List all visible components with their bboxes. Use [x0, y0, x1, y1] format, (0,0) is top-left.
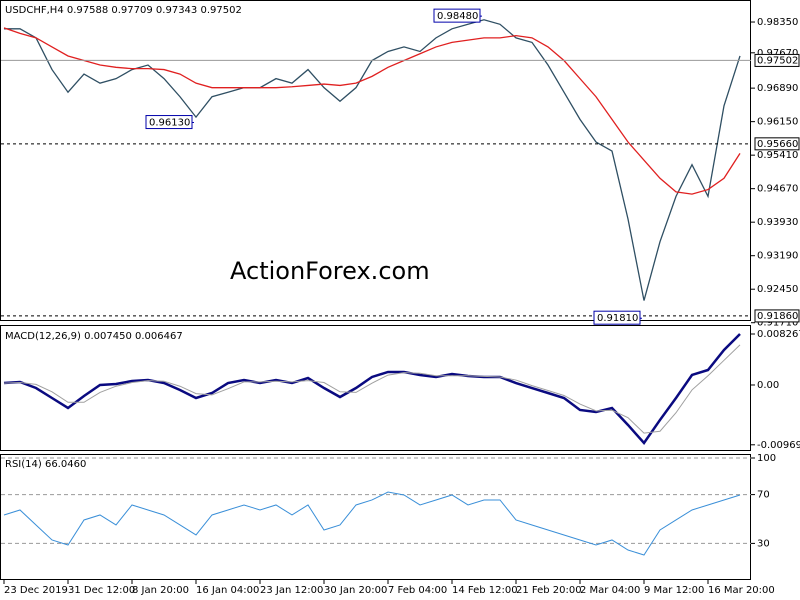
y-tick-label: 100 — [757, 453, 776, 464]
rsi-panel — [0, 454, 751, 580]
y-tick-label: 0.95410 — [757, 150, 798, 161]
x-tick-label: 30 Jan 20:00 — [324, 585, 387, 596]
chart-title: USDCHF,H4 0.97588 0.97709 0.97343 0.9750… — [5, 5, 242, 16]
x-tick-label: 8 Jan 20:00 — [132, 585, 189, 596]
level-label: 0.95660 — [757, 139, 798, 150]
y-tick-label: 0.94670 — [757, 184, 798, 195]
x-tick-label: 21 Feb 20:00 — [516, 585, 582, 596]
annotation-label: 0.98480 — [437, 11, 478, 22]
annotation-label: 0.96130 — [149, 118, 190, 129]
price-panel — [0, 0, 751, 321]
level-label: 0.91860 — [757, 311, 798, 322]
y-tick-label: 0.008267 — [757, 329, 800, 340]
y-tick-label: 0.96150 — [757, 117, 798, 128]
x-tick-label: 31 Dec 12:00 — [68, 585, 135, 596]
level-label-box — [754, 53, 800, 67]
y-tick-label: 70 — [757, 490, 770, 501]
y-tick-label: 0.93930 — [757, 217, 798, 228]
macd-title: MACD(12,26,9) 0.007450 0.006467 — [5, 331, 183, 342]
x-tick-label: 14 Feb 12:00 — [452, 585, 518, 596]
y-tick-label: 0.93190 — [757, 251, 798, 262]
y-tick-label: 0.91710 — [757, 318, 798, 329]
x-tick-label: 7 Feb 04:00 — [388, 585, 447, 596]
x-tick-label: 9 Mar 12:00 — [644, 585, 704, 596]
y-tick-label: 0.98350 — [757, 17, 798, 28]
y-tick-label: 0.00 — [757, 380, 779, 391]
x-tick-label: 16 Mar 20:00 — [708, 585, 775, 596]
annotation-box — [433, 8, 481, 23]
x-tick-label: 23 Dec 2019 — [4, 585, 68, 596]
annotation-label: 0.91810 — [597, 313, 638, 324]
x-tick-label: 23 Jan 12:00 — [260, 585, 323, 596]
y-tick-label: 0.97670 — [757, 48, 798, 59]
annotation-box — [593, 310, 641, 325]
annotation-box — [145, 115, 193, 130]
rsi-title: RSI(14) 66.0460 — [5, 459, 86, 470]
x-tick-label: 2 Mar 04:00 — [580, 585, 640, 596]
level-label-box — [754, 309, 800, 323]
level-label: 0.97502 — [757, 55, 798, 66]
series-line — [3, 27, 741, 195]
series-line — [3, 333, 741, 445]
y-tick-label: -0.009697 — [757, 440, 800, 451]
level-label-box — [754, 137, 800, 151]
series-line — [3, 344, 741, 434]
y-tick-label: 0.96890 — [757, 83, 798, 94]
watermark: ActionForex.com — [230, 257, 430, 285]
y-tick-label: 30 — [757, 538, 770, 549]
macd-panel — [0, 325, 751, 451]
x-tick-label: 16 Jan 04:00 — [196, 585, 259, 596]
series-line — [3, 491, 741, 556]
y-tick-label: 0.92450 — [757, 284, 798, 295]
